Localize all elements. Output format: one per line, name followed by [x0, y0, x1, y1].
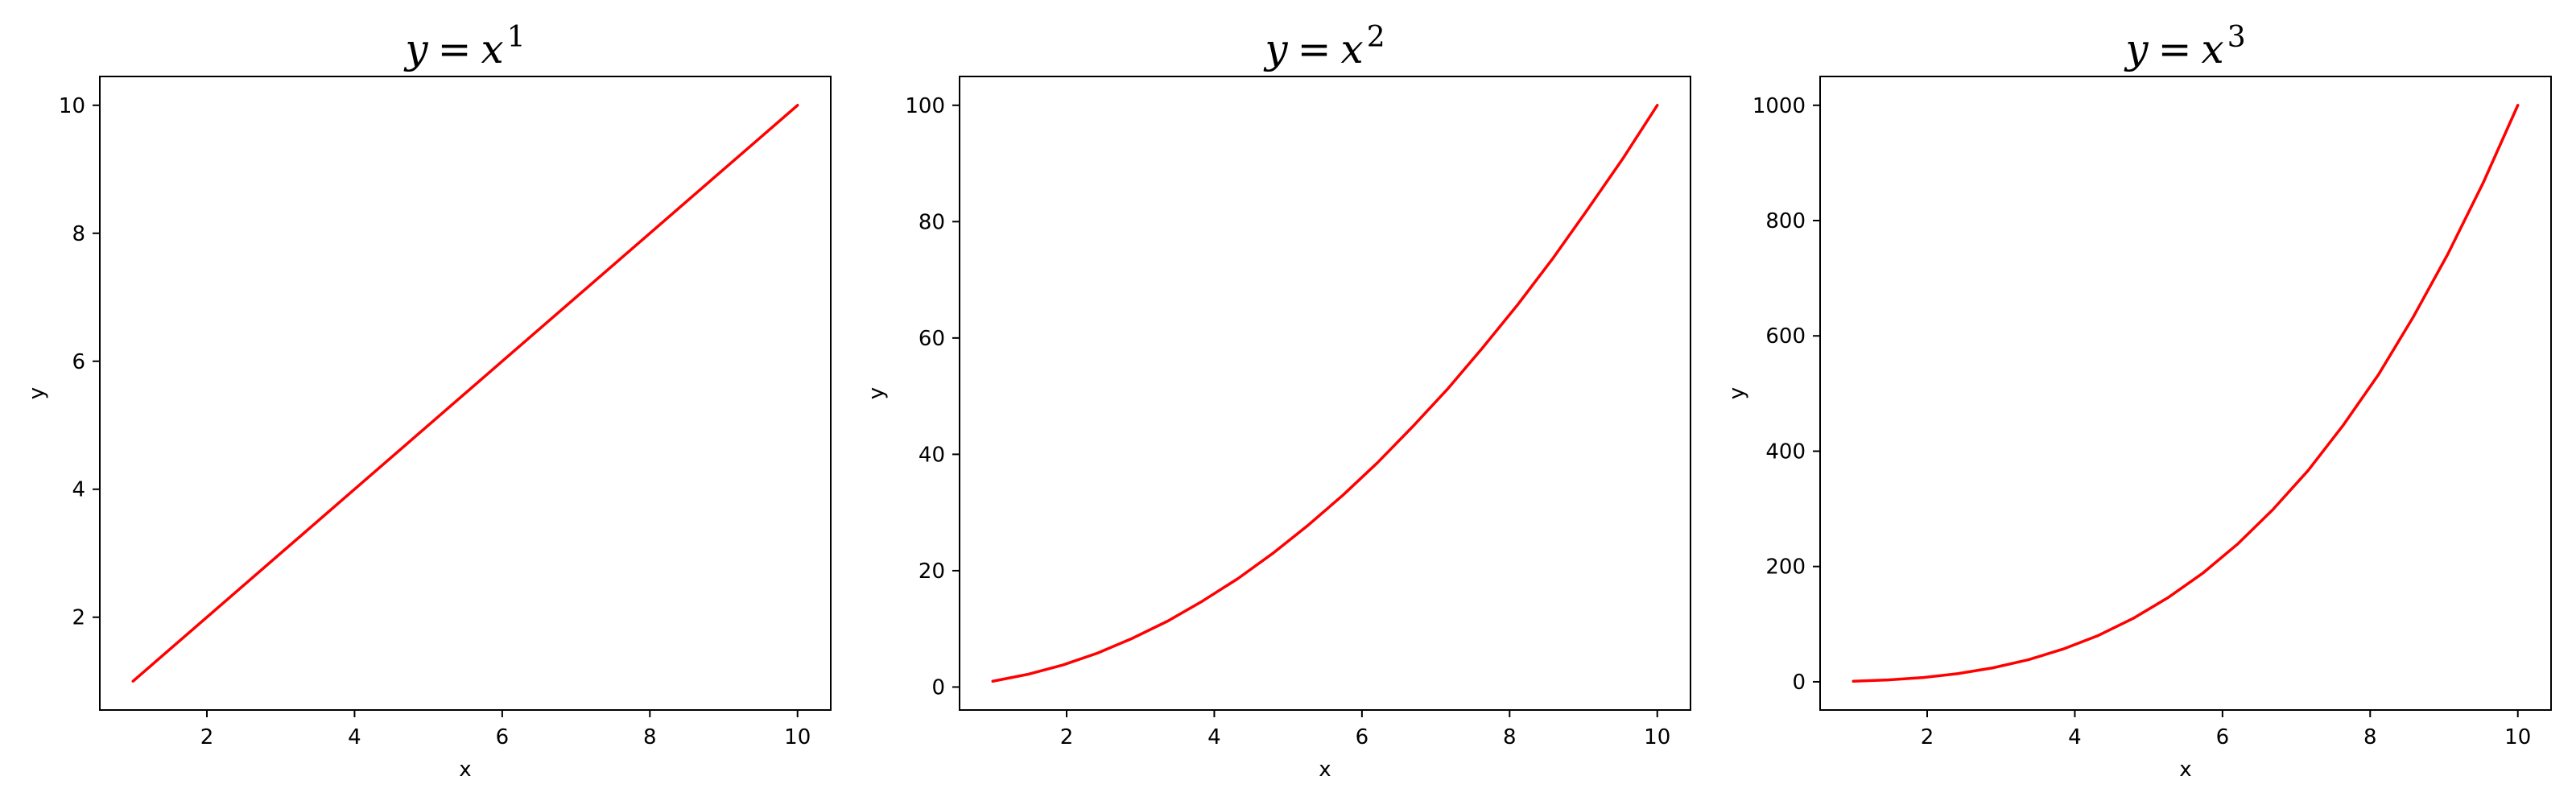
title-variable: y	[1263, 26, 1288, 72]
y-tick-label: 60	[919, 327, 945, 351]
y-tick-label: 0	[931, 675, 945, 700]
x-tick-label: 10	[1644, 725, 1670, 749]
series-line	[1852, 104, 2520, 683]
title-equals: =	[438, 26, 472, 72]
x-tick-label: 10	[784, 725, 811, 749]
x-tick-label: 6	[2216, 725, 2230, 749]
series-line	[991, 104, 1659, 683]
x-tick-label: 2	[1060, 725, 1074, 749]
chart-title: y = x 2	[1263, 21, 1385, 72]
y-tick-label: 4	[72, 478, 85, 502]
x-tick-label: 8	[643, 725, 657, 749]
x-tick-label: 6	[1356, 725, 1369, 749]
x-axis-label: x	[459, 758, 471, 782]
x-tick-label: 2	[200, 725, 214, 749]
plot-frame	[1819, 76, 2552, 711]
x-tick-label: 8	[1503, 725, 1517, 749]
y-axis-label: y	[865, 387, 889, 399]
y-tick-label: 400	[1765, 440, 1806, 464]
x-tick-label: 4	[2068, 725, 2082, 749]
x-tick-label: 4	[1208, 725, 1221, 749]
title-exponent: 1	[507, 21, 526, 54]
y-tick-label: 200	[1765, 555, 1806, 580]
title-equals: =	[2158, 26, 2192, 72]
y-tick-label: 0	[1792, 671, 1806, 695]
y-tick-label: 2	[72, 606, 85, 630]
x-axis-label: x	[1319, 758, 1331, 782]
title-variable: x	[481, 26, 504, 72]
title-equals: =	[1298, 26, 1331, 72]
title-exponent: 2	[1367, 21, 1385, 54]
y-tick-label: 6	[72, 350, 85, 374]
y-tick-label: 20	[919, 559, 945, 584]
title-variable: y	[403, 26, 428, 72]
title-exponent: 3	[2227, 21, 2246, 54]
y-axis-label: y	[1725, 387, 1749, 399]
y-tick-label: 8	[72, 222, 85, 246]
x-tick-label: 4	[348, 725, 361, 749]
series-line	[131, 104, 799, 683]
y-axis-label: y	[25, 387, 49, 399]
x-axis-label: x	[2179, 758, 2191, 782]
y-tick-label: 10	[59, 94, 85, 118]
y-tick-label: 600	[1765, 324, 1806, 349]
chart-title: y = x 1	[403, 21, 525, 72]
title-variable: x	[1341, 26, 1364, 72]
y-tick-label: 40	[919, 443, 945, 467]
title-variable: y	[2124, 26, 2149, 72]
y-tick-label: 1000	[1752, 94, 1806, 118]
x-tick-label: 2	[1921, 725, 1934, 749]
y-tick-label: 80	[919, 210, 945, 234]
y-tick-label: 100	[905, 94, 945, 118]
title-variable: x	[2202, 26, 2224, 72]
y-tick-label: 800	[1765, 209, 1806, 233]
chart-title: y = x 3	[2124, 21, 2245, 72]
plot-frame	[959, 76, 1691, 711]
plot-frame	[99, 76, 832, 711]
x-tick-label: 10	[2504, 725, 2531, 749]
x-tick-label: 8	[2363, 725, 2377, 749]
x-tick-label: 6	[496, 725, 510, 749]
